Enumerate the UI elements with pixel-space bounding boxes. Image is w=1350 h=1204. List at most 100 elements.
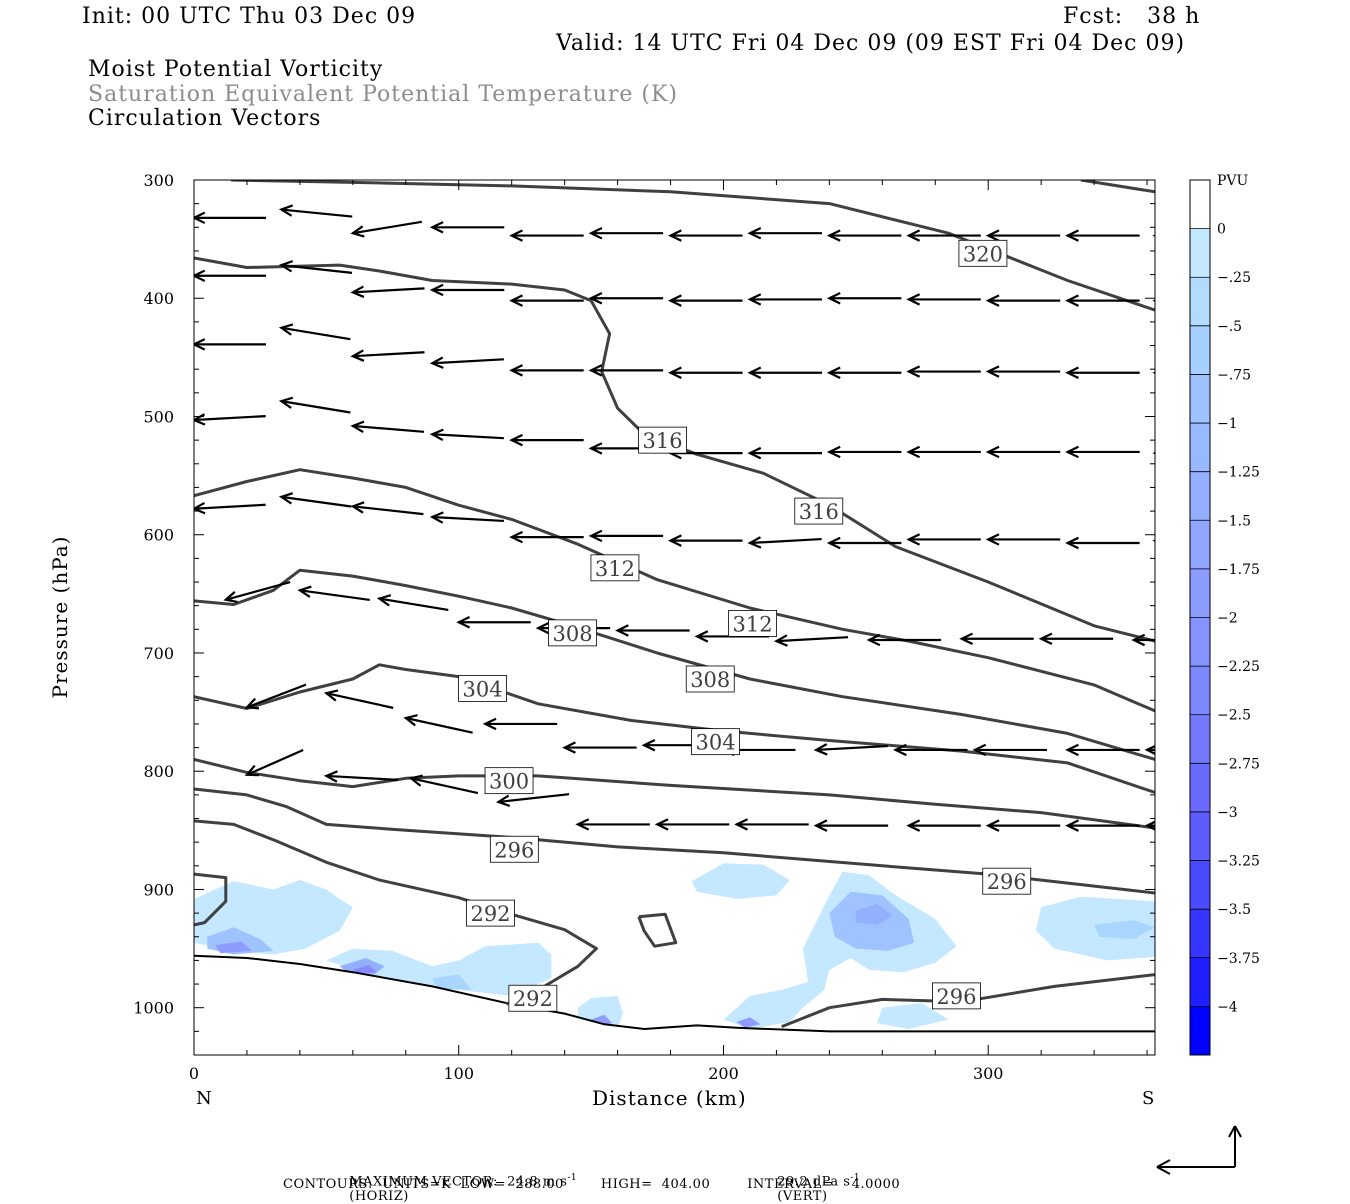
vector-head [1065, 445, 1079, 459]
colorbar-cell [1190, 423, 1210, 473]
circulation-vector [906, 293, 981, 306]
vector-head [278, 204, 294, 217]
vector-head [1038, 632, 1053, 645]
vector-head [866, 633, 881, 647]
circulation-vector [244, 683, 307, 710]
colorbar-label: −2.25 [1217, 659, 1260, 675]
vector-head [588, 442, 603, 455]
vector-head [747, 293, 762, 306]
vector-head [509, 229, 523, 242]
circulation-vector [667, 366, 743, 379]
circulation-vector [747, 446, 822, 460]
vector-shaft [498, 793, 570, 804]
circulation-vector [509, 364, 584, 377]
contour-label-text: 296 [987, 870, 1027, 894]
circulation-vector [1038, 632, 1114, 645]
x-axis-label: Distance (km) [592, 1086, 747, 1110]
vector-head [588, 364, 603, 377]
pv-region [215, 941, 253, 954]
colorbar-label: −3.25 [1217, 854, 1260, 870]
vector-head [509, 433, 523, 447]
vector-shaft [281, 208, 353, 218]
circulation-vector [826, 292, 902, 305]
circulation-vector [509, 229, 584, 242]
colorbar-label: −2.5 [1217, 708, 1251, 724]
contour-label-text: 296 [936, 985, 976, 1009]
vector-shaft [410, 777, 479, 795]
vector-head [1065, 294, 1079, 307]
contour-label-text: 312 [733, 612, 773, 636]
pv-region [326, 942, 552, 996]
circulation-vector [297, 585, 370, 601]
south-label: S [1142, 1088, 1155, 1109]
contour-label: 312 [728, 610, 777, 637]
vector-head [826, 292, 841, 305]
vector-head [456, 616, 471, 629]
vector-head [1065, 229, 1079, 242]
vector-head [278, 260, 294, 273]
circulation-vector [1065, 445, 1140, 459]
vector-shaft [749, 537, 822, 545]
contour-label-box [458, 675, 507, 702]
colorbar-unit: PVU [1217, 173, 1249, 189]
circulation-vector [429, 511, 504, 524]
circulation-vector [1065, 536, 1140, 550]
vector-shaft [194, 414, 266, 422]
circulation-vector [194, 211, 266, 225]
theta-es-contour [194, 256, 1155, 643]
circulation-vector [615, 624, 690, 637]
colorbar-cell [1190, 568, 1210, 618]
vector-head [985, 533, 1000, 546]
x-tick-label: 200 [708, 1064, 739, 1083]
circulation-vector [747, 293, 822, 306]
theta-es-contour [781, 973, 1155, 1028]
vector-head [376, 594, 392, 607]
y-tick-label: 300 [143, 171, 174, 190]
plot-frame [193, 179, 1156, 1056]
y-axis-label: Pressure (hPa) [48, 535, 72, 699]
colorbar-cell [1190, 374, 1210, 424]
vector-head [509, 364, 523, 377]
vector-head [323, 689, 339, 702]
circulation-vector [773, 634, 849, 647]
vector-head [667, 229, 682, 242]
contour-label-text: 300 [489, 770, 529, 794]
vector-head [906, 533, 921, 546]
vector-head [1065, 366, 1079, 379]
vector-head [429, 511, 444, 524]
circulation-vector [244, 749, 304, 777]
vector-head [588, 226, 603, 240]
circulation-vector [278, 396, 351, 414]
circulation-vector [278, 323, 351, 341]
vector-head [323, 770, 338, 783]
vector-shaft [246, 683, 307, 709]
vector-head [1065, 743, 1079, 757]
colorbar-cell [1190, 471, 1210, 521]
circulation-vector [959, 632, 1034, 645]
vector-head [429, 283, 444, 297]
field-label-vectors: Circulation Vectors [88, 106, 322, 131]
circulation-vector [223, 580, 291, 604]
vector-head [734, 818, 748, 831]
vector-head [1152, 234, 1155, 237]
circulation-vector [906, 819, 981, 832]
vector-head [509, 530, 523, 544]
colorbar-label: −.5 [1217, 319, 1242, 335]
contour-label: 292 [466, 899, 515, 927]
circulation-vector [1065, 743, 1140, 757]
theta-es-contour [637, 912, 678, 948]
circulation-vector [278, 260, 353, 274]
y-tick-label: 500 [143, 407, 174, 426]
x-tick-label: 100 [443, 1064, 474, 1083]
vector-head [747, 226, 762, 240]
vector-head [1152, 451, 1155, 455]
colorbar-label: −3 [1217, 805, 1238, 821]
vector-shaft [379, 597, 449, 612]
theta-es-contour [231, 180, 1155, 312]
pv-region [736, 1017, 761, 1028]
vector-shaft [299, 589, 370, 601]
colorbar-cell [1190, 325, 1210, 375]
vector-head [350, 285, 365, 298]
circulation-vector [893, 743, 968, 757]
vector-head [826, 445, 841, 459]
